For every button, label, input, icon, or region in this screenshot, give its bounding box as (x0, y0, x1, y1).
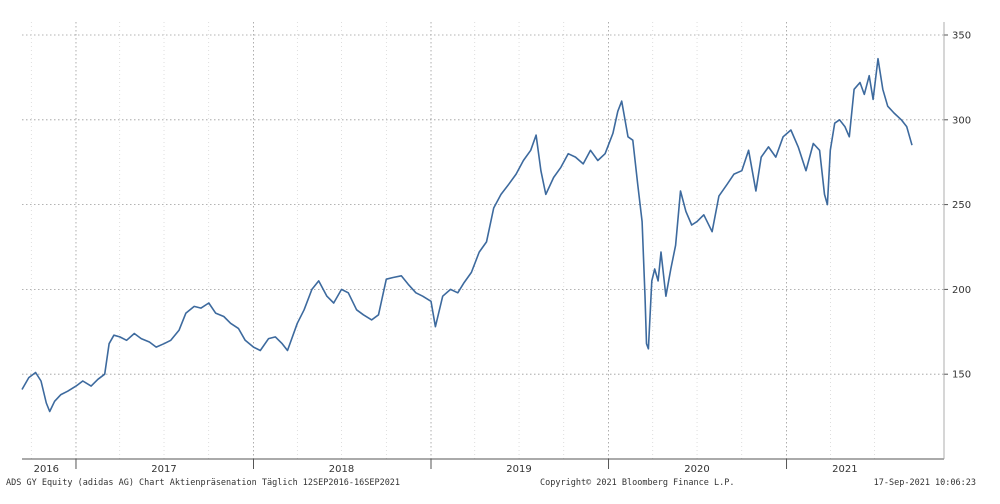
price-series-line (21, 57, 913, 413)
tick-labels: 150 200 250 300 350 2016 2017 2018 2019 2020 2021 (34, 31, 972, 476)
series-layer (21, 57, 913, 413)
x-tick-label: 2019 (506, 464, 531, 475)
y-tick-label: 250 (952, 200, 971, 211)
chart-footer-timestamp: 17-Sep-2021 10:06:23 (873, 478, 976, 488)
chart-footer-copyright: Copyright© 2021 Bloomberg Finance L.P. (540, 478, 735, 488)
y-tick-label: 350 (952, 31, 971, 42)
x-tick-label: 2018 (329, 464, 354, 475)
y-tick-label: 300 (952, 115, 971, 126)
x-tick-label: 2016 (34, 464, 59, 475)
x-tick-label: 2021 (832, 464, 857, 475)
x-tick-label: 2017 (151, 464, 176, 475)
grid-lines (22, 22, 944, 459)
y-tick-label: 150 (952, 370, 971, 381)
x-tick-label: 2020 (684, 464, 709, 475)
chart-footer-source: ADS GY Equity (adidas AG) Chart Aktienpr… (6, 478, 401, 488)
y-tick-label: 200 (952, 285, 971, 296)
plot-area-background (22, 22, 944, 459)
axes (22, 22, 948, 469)
